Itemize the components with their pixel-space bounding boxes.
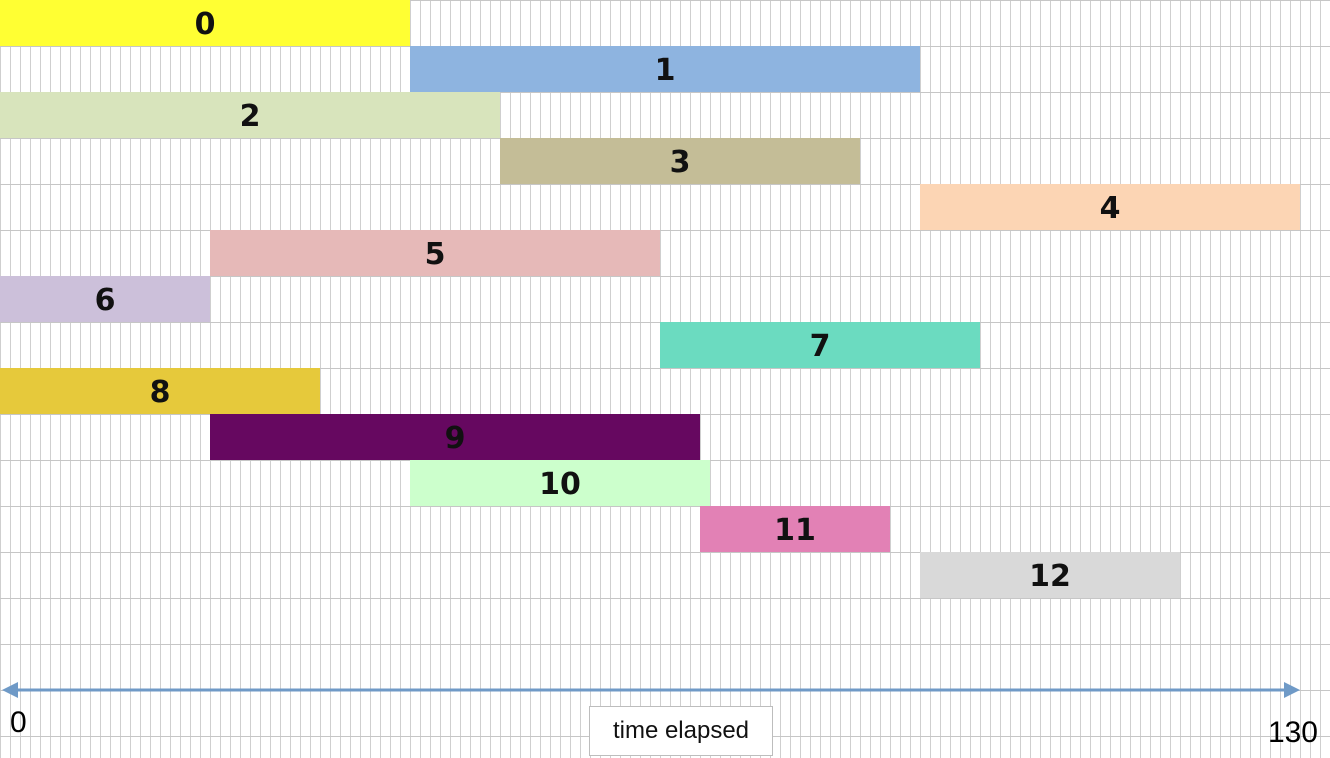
task-label-7: 7 — [810, 329, 831, 364]
task-label-1: 1 — [655, 53, 676, 88]
task-label-6: 6 — [95, 283, 116, 318]
task-bar-11 — [700, 506, 890, 552]
task-label-4: 4 — [1100, 191, 1121, 226]
task-bar-3 — [500, 138, 860, 184]
task-label-9: 9 — [445, 421, 466, 456]
task-label-11: 11 — [774, 513, 816, 548]
task-label-3: 3 — [670, 145, 691, 180]
task-bar-7 — [660, 322, 980, 368]
task-label-8: 8 — [150, 375, 171, 410]
task-bar-0 — [0, 0, 410, 46]
task-label-0: 0 — [195, 7, 216, 42]
task-label-12: 12 — [1029, 559, 1071, 594]
task-bar-9 — [210, 414, 700, 460]
task-bar-5 — [210, 230, 660, 276]
axis-arrow-left-icon — [2, 682, 18, 698]
x-axis — [2, 682, 1300, 698]
x-axis-label: time elapsed — [589, 706, 773, 756]
task-bar-8 — [0, 368, 320, 414]
task-bar-10 — [410, 460, 710, 506]
x-tick-label-start: 0 — [10, 706, 27, 739]
task-label-5: 5 — [425, 237, 446, 272]
task-bar-1 — [410, 46, 920, 92]
task-label-10: 10 — [539, 467, 581, 502]
task-bar-4 — [920, 184, 1300, 230]
task-bar-12 — [920, 552, 1180, 598]
task-label-2: 2 — [240, 99, 261, 134]
task-bar-2 — [0, 92, 500, 138]
x-tick-label-end: 130 — [1268, 716, 1318, 749]
axis-arrow-right-icon — [1284, 682, 1300, 698]
x-tick-labels: 0 130 — [10, 706, 1318, 749]
task-bar-6 — [0, 276, 210, 322]
